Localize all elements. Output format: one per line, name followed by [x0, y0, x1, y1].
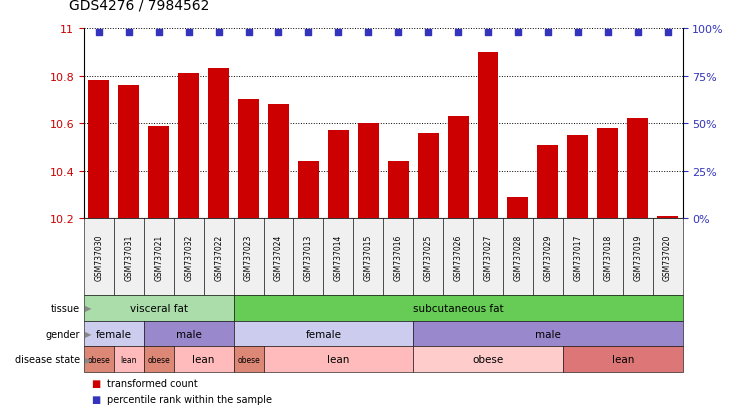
Point — [153, 29, 165, 36]
Text: GSM737026: GSM737026 — [453, 234, 463, 280]
Text: GSM737018: GSM737018 — [603, 234, 612, 280]
Point — [512, 29, 524, 36]
Text: female: female — [96, 329, 132, 339]
Text: obese: obese — [147, 355, 170, 364]
Text: GDS4276 / 7984562: GDS4276 / 7984562 — [69, 0, 210, 12]
Text: GSM737022: GSM737022 — [214, 234, 223, 280]
Text: ▶: ▶ — [85, 329, 92, 338]
Text: GSM737013: GSM737013 — [304, 234, 313, 280]
Bar — [328, 131, 349, 219]
Text: tissue: tissue — [51, 303, 80, 313]
Text: ▶: ▶ — [85, 304, 92, 313]
Point — [93, 29, 105, 36]
Bar — [148, 126, 169, 219]
Point — [273, 29, 285, 36]
Bar — [507, 197, 529, 219]
Bar — [238, 100, 259, 219]
Point — [662, 29, 674, 36]
Text: ■: ■ — [91, 378, 101, 388]
Bar — [627, 119, 648, 219]
Point — [572, 29, 584, 36]
Bar — [537, 145, 558, 219]
Bar — [178, 74, 199, 219]
Text: GSM737021: GSM737021 — [154, 234, 164, 280]
Text: obese: obese — [472, 354, 504, 364]
Bar — [597, 128, 618, 219]
Text: lean: lean — [612, 354, 634, 364]
Text: GSM737016: GSM737016 — [393, 234, 403, 280]
Text: GSM737024: GSM737024 — [274, 234, 283, 280]
Point — [182, 29, 194, 36]
Bar — [268, 105, 289, 219]
Text: GSM737019: GSM737019 — [633, 234, 642, 280]
Bar — [118, 86, 139, 219]
Text: GSM737020: GSM737020 — [663, 234, 672, 280]
Point — [123, 29, 134, 36]
Text: gender: gender — [46, 329, 80, 339]
Point — [422, 29, 434, 36]
Text: GSM737029: GSM737029 — [543, 234, 553, 280]
Point — [303, 29, 315, 36]
Text: subcutaneous fat: subcutaneous fat — [412, 303, 504, 313]
Bar — [418, 133, 439, 219]
Text: GSM737017: GSM737017 — [573, 234, 583, 280]
Text: disease state: disease state — [15, 354, 80, 364]
Bar — [447, 117, 469, 219]
Bar — [298, 162, 319, 219]
Text: GSM737025: GSM737025 — [423, 234, 433, 280]
Text: GSM737030: GSM737030 — [94, 234, 104, 280]
Text: visceral fat: visceral fat — [130, 303, 188, 313]
Text: GSM737031: GSM737031 — [124, 234, 134, 280]
Point — [542, 29, 554, 36]
Text: GSM737014: GSM737014 — [334, 234, 343, 280]
Text: lean: lean — [193, 354, 215, 364]
Point — [333, 29, 345, 36]
Text: female: female — [305, 329, 342, 339]
Point — [631, 29, 644, 36]
Text: GSM737015: GSM737015 — [364, 234, 373, 280]
Text: ■: ■ — [91, 394, 101, 404]
Point — [213, 29, 225, 36]
Text: ▶: ▶ — [85, 355, 92, 364]
Text: transformed count: transformed count — [107, 378, 198, 388]
Point — [453, 29, 464, 36]
Point — [393, 29, 404, 36]
Text: GSM737028: GSM737028 — [513, 234, 523, 280]
Text: lean: lean — [120, 355, 137, 364]
Text: male: male — [535, 329, 561, 339]
Point — [483, 29, 494, 36]
Bar — [388, 162, 409, 219]
Point — [363, 29, 374, 36]
Bar — [657, 216, 678, 219]
Text: obese: obese — [88, 355, 110, 364]
Bar — [358, 124, 379, 219]
Text: GSM737023: GSM737023 — [244, 234, 253, 280]
Text: GSM737032: GSM737032 — [184, 234, 193, 280]
Text: lean: lean — [327, 354, 350, 364]
Bar — [567, 136, 588, 219]
Bar — [477, 52, 499, 219]
Bar — [208, 69, 229, 219]
Point — [242, 29, 255, 36]
Bar — [88, 81, 110, 219]
Text: male: male — [176, 329, 201, 339]
Point — [602, 29, 613, 36]
Text: percentile rank within the sample: percentile rank within the sample — [107, 394, 272, 404]
Text: GSM737027: GSM737027 — [483, 234, 493, 280]
Text: obese: obese — [237, 355, 260, 364]
